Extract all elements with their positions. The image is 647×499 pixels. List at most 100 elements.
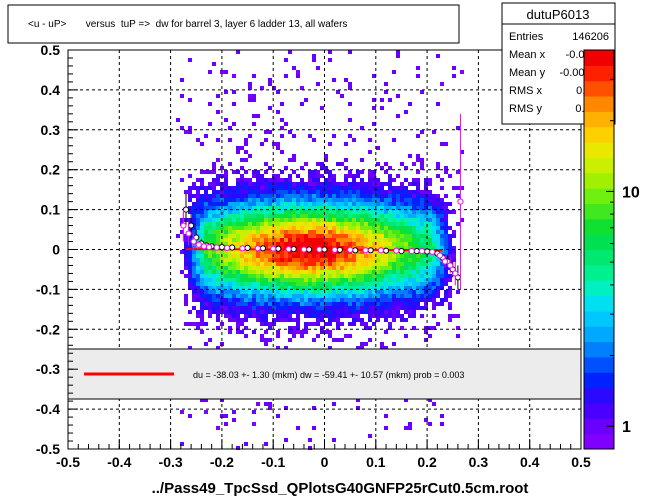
heatmap-cell bbox=[268, 286, 272, 290]
heatmap-cell bbox=[312, 198, 316, 202]
heatmap-cell bbox=[320, 302, 324, 306]
heatmap-cell bbox=[420, 222, 424, 226]
heatmap-cell bbox=[188, 286, 192, 290]
heatmap-cell bbox=[336, 314, 340, 318]
heatmap-cell bbox=[336, 298, 340, 302]
heatmap-cell bbox=[228, 286, 232, 290]
heatmap-cell bbox=[252, 254, 256, 258]
heatmap-cell bbox=[304, 234, 308, 238]
heatmap-cell bbox=[288, 262, 292, 266]
heatmap-cell bbox=[200, 214, 204, 218]
heatmap-cell bbox=[240, 266, 244, 270]
heatmap-cell bbox=[392, 254, 396, 258]
heatmap-cell bbox=[432, 234, 436, 238]
heatmap-cell bbox=[440, 274, 444, 278]
heatmap-cell bbox=[208, 214, 212, 218]
heatmap-cell bbox=[216, 290, 220, 294]
heatmap-cell bbox=[264, 306, 268, 310]
heatmap-cell bbox=[384, 230, 388, 234]
heatmap-cell bbox=[204, 218, 208, 222]
heatmap-cell bbox=[280, 298, 284, 302]
heatmap-cell bbox=[280, 150, 284, 154]
heatmap-cell bbox=[368, 338, 372, 342]
heatmap-cell bbox=[424, 230, 428, 234]
heatmap-cell bbox=[276, 282, 280, 286]
heatmap-cell bbox=[416, 274, 420, 278]
heatmap-cell bbox=[308, 194, 312, 198]
heatmap-cell bbox=[296, 174, 300, 178]
heatmap-cell bbox=[200, 330, 204, 334]
heatmap-cell bbox=[316, 206, 320, 210]
heatmap-cell bbox=[296, 214, 300, 218]
heatmap-cell bbox=[308, 230, 312, 234]
heatmap-cell bbox=[432, 202, 436, 206]
stats-label: Mean x bbox=[509, 49, 546, 61]
heatmap-cell bbox=[188, 274, 192, 278]
heatmap-cell bbox=[320, 282, 324, 286]
heatmap-cell bbox=[248, 282, 252, 286]
heatmap-cell bbox=[292, 274, 296, 278]
heatmap-cell bbox=[268, 262, 272, 266]
heatmap-cell bbox=[344, 198, 348, 202]
heatmap-cell bbox=[312, 194, 316, 198]
heatmap-cell bbox=[320, 194, 324, 198]
heatmap-cell bbox=[416, 182, 420, 186]
heatmap-cell bbox=[328, 318, 332, 322]
heatmap-cell bbox=[228, 298, 232, 302]
heatmap-cell bbox=[272, 194, 276, 198]
heatmap-cell bbox=[236, 270, 240, 274]
heatmap-cell bbox=[316, 162, 320, 166]
heatmap-cell bbox=[428, 334, 432, 338]
heatmap-cell bbox=[220, 310, 224, 314]
heatmap-cell bbox=[396, 190, 400, 194]
heatmap-cell bbox=[216, 242, 220, 246]
heatmap-cell bbox=[336, 286, 340, 290]
heatmap-cell bbox=[268, 322, 272, 326]
heatmap-cell bbox=[248, 214, 252, 218]
heatmap-cell bbox=[188, 250, 192, 254]
heatmap-cell bbox=[288, 50, 292, 54]
heatmap-cell bbox=[276, 222, 280, 226]
heatmap-cell bbox=[380, 254, 384, 258]
heatmap-cell bbox=[284, 314, 288, 318]
heatmap-cell bbox=[196, 262, 200, 266]
heatmap-cell bbox=[308, 210, 312, 214]
heatmap-cell bbox=[288, 338, 292, 342]
heatmap-cell bbox=[192, 202, 196, 206]
heatmap-cell bbox=[300, 250, 304, 254]
heatmap-cell bbox=[412, 214, 416, 218]
heatmap-cell bbox=[224, 202, 228, 206]
heatmap-cell bbox=[244, 214, 248, 218]
heatmap-cell bbox=[432, 402, 436, 406]
heatmap-cell bbox=[236, 326, 240, 330]
heatmap-cell bbox=[276, 182, 280, 186]
heatmap-cell bbox=[388, 326, 392, 330]
heatmap-cell bbox=[408, 254, 412, 258]
heatmap-cell bbox=[404, 186, 408, 190]
heatmap-cell bbox=[252, 234, 256, 238]
heatmap-cell bbox=[288, 194, 292, 198]
heatmap-cell bbox=[296, 266, 300, 270]
heatmap-cell bbox=[408, 262, 412, 266]
heatmap-cell bbox=[380, 298, 384, 302]
heatmap-cell bbox=[404, 298, 408, 302]
heatmap-cell bbox=[204, 282, 208, 286]
heatmap-cell bbox=[324, 242, 328, 246]
heatmap-cell bbox=[208, 250, 212, 254]
heatmap-cell bbox=[244, 274, 248, 278]
heatmap-cell bbox=[320, 162, 324, 166]
heatmap-cell bbox=[296, 314, 300, 318]
heatmap-cell bbox=[336, 234, 340, 238]
heatmap-cell bbox=[396, 186, 400, 190]
heatmap-cell bbox=[204, 262, 208, 266]
heatmap-cell bbox=[208, 258, 212, 262]
heatmap-cell bbox=[252, 310, 256, 314]
heatmap-cell bbox=[264, 202, 268, 206]
heatmap-cell bbox=[404, 282, 408, 286]
heatmap-cell bbox=[364, 306, 368, 310]
heatmap-cell bbox=[304, 230, 308, 234]
heatmap-cell bbox=[404, 398, 408, 402]
heatmap-cell bbox=[420, 270, 424, 274]
heatmap-cell bbox=[388, 310, 392, 314]
heatmap-cell bbox=[276, 202, 280, 206]
